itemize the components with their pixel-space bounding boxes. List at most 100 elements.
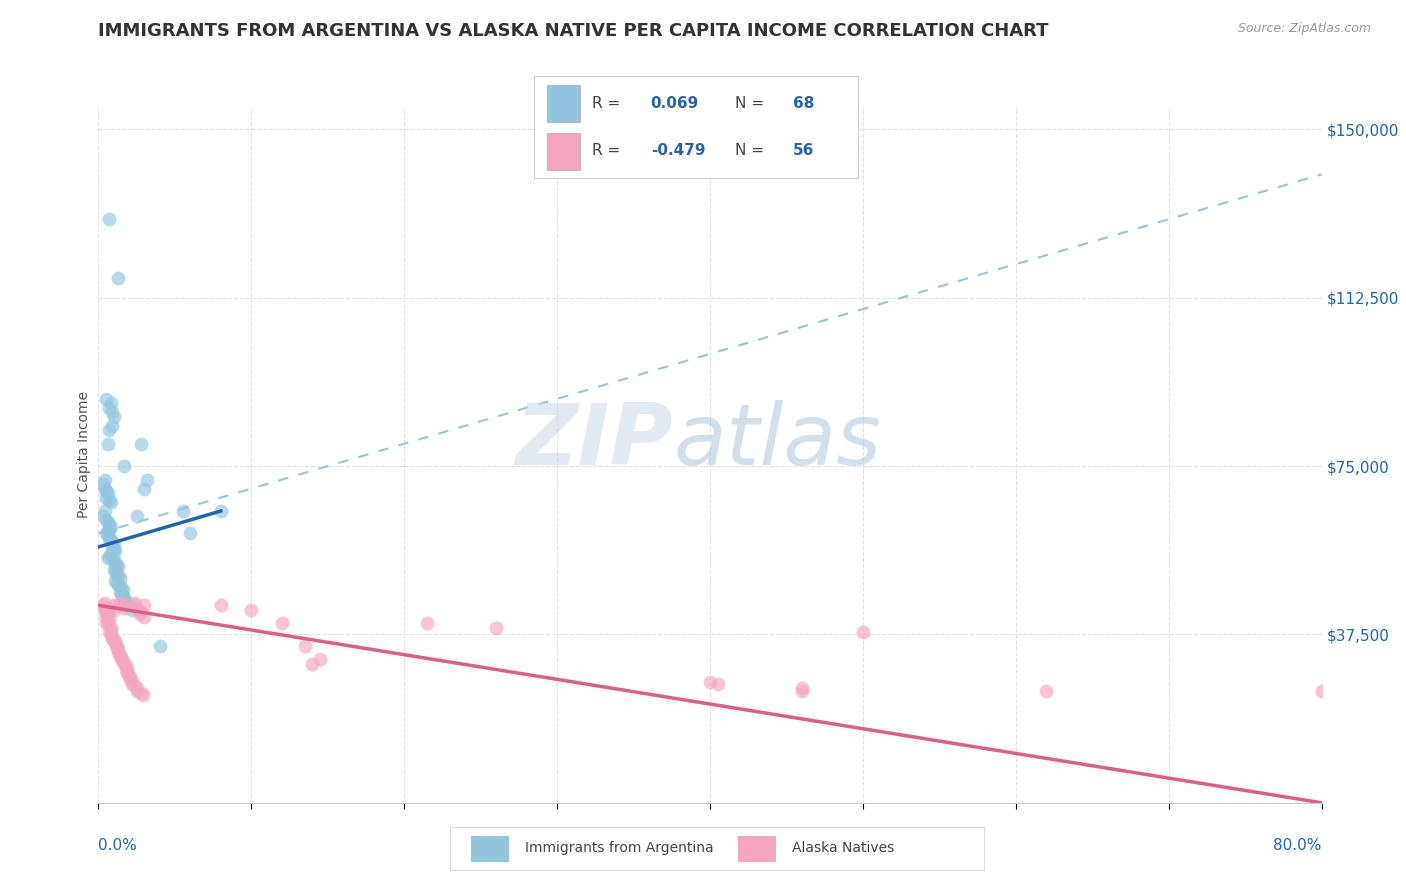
Point	[105, 640, 128, 655]
Point	[104, 634, 127, 648]
Point	[103, 553, 125, 567]
Point	[110, 649, 132, 664]
Point	[101, 405, 124, 419]
Point	[149, 639, 172, 653]
Point	[98, 612, 121, 626]
Point	[104, 556, 127, 570]
Point	[1035, 683, 1057, 698]
Point	[94, 392, 117, 406]
Point	[112, 600, 135, 615]
Point	[94, 491, 117, 505]
Point	[101, 535, 124, 549]
Point	[112, 591, 135, 606]
Point	[179, 526, 201, 541]
Point	[107, 643, 129, 657]
Point	[104, 636, 127, 650]
Point	[100, 533, 122, 548]
Point	[91, 477, 114, 491]
Point	[98, 618, 121, 632]
Point	[103, 538, 125, 552]
Point	[118, 599, 141, 613]
Point	[93, 482, 115, 496]
Point	[128, 607, 150, 622]
Point	[104, 544, 127, 558]
Point	[112, 657, 135, 671]
Point	[706, 677, 728, 691]
Text: N =: N =	[735, 96, 769, 111]
Point	[110, 652, 132, 666]
Point	[309, 652, 332, 666]
Point	[94, 616, 117, 631]
Point	[108, 648, 131, 662]
Point	[91, 508, 114, 523]
Point	[127, 603, 149, 617]
Point	[125, 681, 148, 696]
Point	[108, 571, 131, 585]
FancyBboxPatch shape	[547, 133, 579, 170]
Point	[98, 423, 121, 437]
Point	[105, 558, 128, 572]
Text: R =: R =	[592, 96, 626, 111]
Point	[121, 677, 143, 691]
Point	[101, 632, 124, 646]
Point	[134, 609, 156, 624]
Point	[94, 603, 117, 617]
Point	[100, 623, 122, 637]
Point	[416, 616, 439, 631]
Point	[97, 524, 120, 539]
Point	[129, 605, 152, 619]
Point	[100, 520, 122, 534]
Point	[103, 603, 125, 617]
Point	[105, 566, 128, 581]
Point	[118, 670, 141, 684]
Point	[100, 495, 122, 509]
Point	[103, 409, 125, 424]
Point	[790, 683, 813, 698]
Point	[129, 686, 152, 700]
Point	[115, 659, 138, 673]
Point	[91, 599, 114, 613]
Point	[118, 668, 141, 682]
Y-axis label: Per Capita Income: Per Capita Income	[77, 392, 91, 518]
Point	[100, 621, 122, 635]
Point	[104, 565, 127, 579]
Point	[209, 504, 232, 518]
Text: -0.479: -0.479	[651, 144, 706, 158]
Point	[125, 508, 148, 523]
Text: R =: R =	[592, 144, 626, 158]
Text: 56: 56	[793, 144, 814, 158]
Point	[209, 599, 232, 613]
Point	[101, 540, 124, 554]
Point	[94, 526, 117, 541]
Point	[93, 504, 115, 518]
Point	[172, 504, 194, 518]
Point	[93, 596, 115, 610]
Point	[110, 587, 132, 601]
Point	[98, 625, 121, 640]
Point	[100, 627, 122, 641]
Point	[98, 212, 121, 227]
Point	[111, 599, 134, 613]
Point	[107, 560, 129, 574]
Text: Immigrants from Argentina: Immigrants from Argentina	[524, 841, 713, 855]
Point	[97, 436, 120, 450]
Point	[94, 609, 117, 624]
Point	[97, 529, 120, 543]
Point	[100, 396, 122, 410]
Point	[699, 674, 721, 689]
Point	[134, 482, 156, 496]
Point	[98, 531, 121, 545]
Point	[107, 645, 129, 659]
Point	[136, 473, 159, 487]
Point	[121, 603, 143, 617]
Point	[94, 600, 117, 615]
Point	[112, 459, 135, 474]
Point	[115, 664, 138, 678]
Text: Source: ZipAtlas.com: Source: ZipAtlas.com	[1237, 22, 1371, 36]
Point	[103, 562, 125, 576]
Text: 0.069: 0.069	[651, 96, 699, 111]
Point	[111, 582, 134, 597]
Point	[129, 436, 152, 450]
Text: 80.0%: 80.0%	[1274, 838, 1322, 854]
Point	[122, 599, 145, 613]
